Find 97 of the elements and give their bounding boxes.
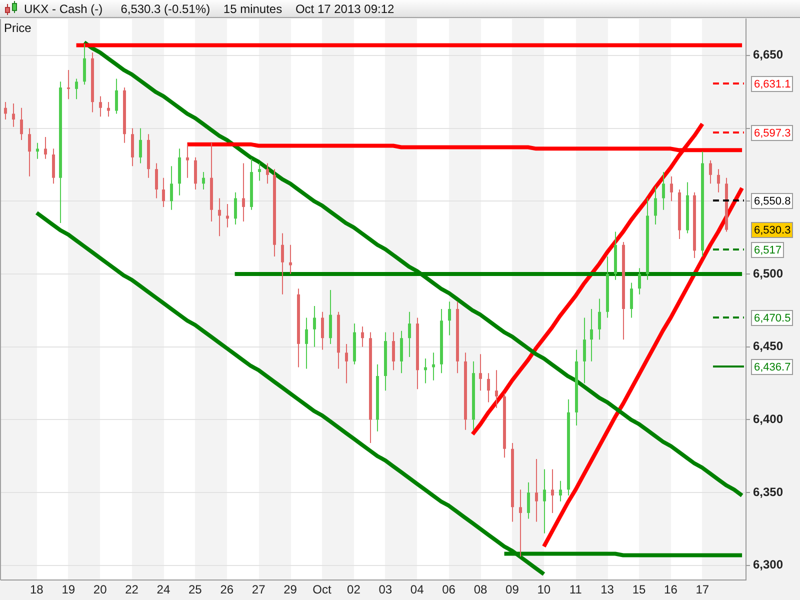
candlestick [345,343,348,384]
x-tick-label: 27 [252,582,266,597]
candlestick [479,354,482,392]
candlestick [75,78,78,100]
candlestick [226,204,229,228]
x-tick-label: 19 [62,582,76,597]
candlestick [67,70,70,100]
candlestick [52,148,55,184]
candlestick [139,128,142,164]
candlestick [20,107,23,140]
x-tick-label: 02 [347,582,361,597]
candlestick [281,232,284,295]
candlestick [131,128,134,167]
candlestick [194,156,197,190]
candlestick [361,326,364,348]
x-tick-label: 13 [600,582,614,597]
x-tick-label: 18 [30,582,44,597]
candlestick [289,244,292,274]
y-tick-label: 6,400 [753,412,784,426]
chart-subtitle: 6,530.3 (-0.51%) 15 minutes Oct 17 2013 09:12 [120,2,394,16]
x-tick-label: 06 [442,582,456,597]
candlestick [408,311,411,358]
x-tick-label: 09 [506,582,520,597]
candlestick [218,198,221,237]
candlestick [654,186,657,225]
candlestick [527,482,530,520]
candlestick [4,102,7,120]
candlestick [266,162,269,184]
candlestick [83,43,86,86]
x-tick-label: 17 [696,582,710,597]
candlestick [535,458,538,522]
x-tick-label: 08 [474,582,488,597]
candlestick [487,372,490,403]
candlestick [162,177,165,208]
candlestick [28,128,31,177]
candlestick [115,78,118,114]
candlestick [329,290,332,344]
candlestick [321,311,324,350]
candlestick [234,192,237,225]
x-tick-label: 15 [632,582,646,597]
candlestick [400,330,403,374]
candlestick [313,306,316,348]
x-tick-label: 10 [537,582,551,597]
candlestick [519,489,522,558]
candlestick [662,172,665,210]
y-tick-label: 6,300 [753,558,784,572]
candlestick [598,298,601,340]
ref-line-label: 6,436.7 [754,362,791,374]
x-tick-label: 26 [220,582,234,597]
candlestick [305,317,308,370]
candlestick [392,332,395,371]
candlestick [495,370,498,409]
ref-line-label: 6,517 [754,244,782,257]
x-tick-label: Oct [312,582,332,597]
x-tick-label: 11 [569,582,582,597]
candlestick [99,96,102,118]
candlestick [448,301,451,336]
y-tick-label: 6,500 [753,266,784,280]
candlestick [202,172,205,190]
x-tick-label: 25 [188,582,202,597]
candlestick [242,162,245,222]
x-tick-label: 16 [664,582,678,597]
candlestick [170,166,173,210]
candlestick [590,308,593,362]
candlestick [709,160,712,184]
y-axis-title: Price [4,21,32,35]
y-tick-label: 6,650 [753,48,784,62]
candlestick [630,282,633,318]
ref-line-label: 6,470.5 [754,312,791,325]
candlestick [258,162,261,182]
chart-title: UKX - Cash (-) [24,2,103,16]
candlestick [670,176,673,202]
candlestick [186,144,189,178]
ref-line-label: 6,597.3 [754,128,791,140]
ref-line-label: 6,631.1 [754,78,791,91]
candlestick [12,103,15,128]
candlestick [36,142,39,160]
x-tick-label: 04 [410,582,424,597]
candlestick [583,317,586,384]
x-tick-label: 20 [93,582,108,597]
candlestick [717,168,720,193]
x-tick-label: 24 [156,582,170,597]
candlestick [107,102,110,118]
candlestick [559,480,562,502]
y-tick-label: 6,450 [753,339,784,354]
candlestick [543,468,546,534]
ref-line-label: 6,550.8 [754,196,791,208]
candlestick [155,162,158,199]
candlestick [432,352,435,381]
candlestick [638,268,641,295]
x-tick-label: 03 [378,582,392,597]
text: 6,530.3 [754,224,791,237]
x-tick-label: 22 [125,582,139,597]
x-tick-label: 29 [284,582,298,597]
candlestick [551,468,554,514]
y-tick-label: 6,350 [753,484,784,499]
candlestick [44,136,47,160]
